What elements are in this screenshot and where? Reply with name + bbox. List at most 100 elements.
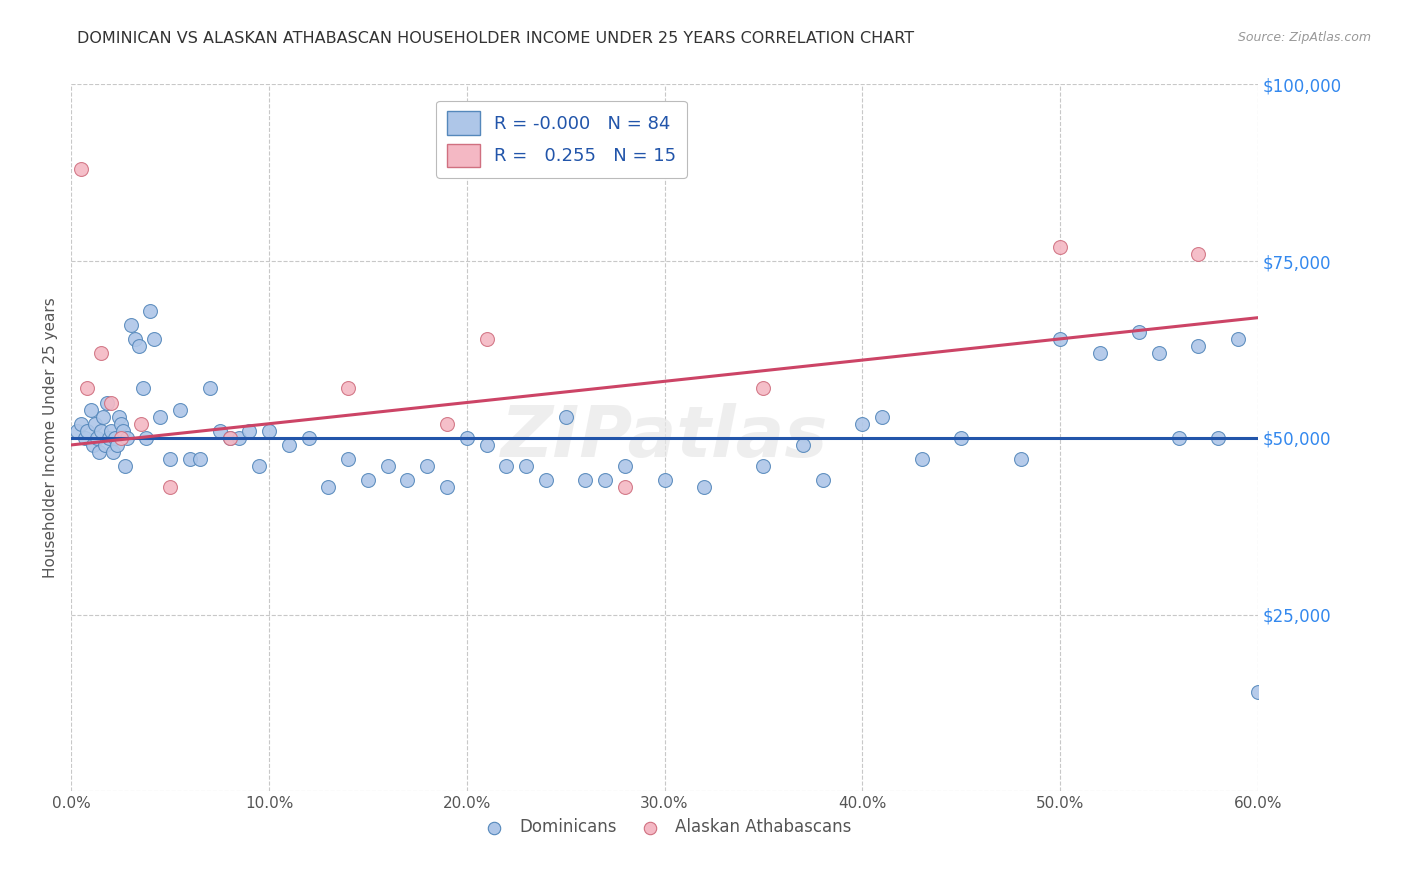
Point: [100, 395, 122, 409]
Y-axis label: Householder Income Under 25 years: Householder Income Under 25 years: [44, 297, 58, 578]
Point: [198, 381, 221, 395]
Point: [416, 459, 439, 474]
Point: [70, 162, 93, 177]
Point: [1247, 685, 1270, 699]
Point: [107, 409, 129, 424]
Point: [1049, 240, 1071, 254]
Point: [129, 417, 152, 431]
Point: [870, 409, 893, 424]
Point: [1128, 325, 1150, 339]
Point: [143, 332, 166, 346]
Point: [131, 381, 153, 395]
Point: [76, 424, 98, 438]
Point: [1187, 247, 1209, 261]
Point: [111, 424, 134, 438]
Point: [90, 346, 112, 360]
Point: [75, 431, 97, 445]
Point: [159, 452, 181, 467]
Point: [135, 431, 157, 445]
Point: [120, 318, 142, 332]
Text: DOMINICAN VS ALASKAN ATHABASCAN HOUSEHOLDER INCOME UNDER 25 YEARS CORRELATION CH: DOMINICAN VS ALASKAN ATHABASCAN HOUSEHOL…: [77, 31, 914, 46]
Point: [436, 417, 458, 431]
Legend: Dominicans, Alaskan Athabascans: Dominicans, Alaskan Athabascans: [471, 812, 858, 843]
Point: [97, 431, 120, 445]
Point: [1167, 431, 1189, 445]
Point: [238, 424, 260, 438]
Point: [1088, 346, 1111, 360]
Point: [1267, 325, 1289, 339]
Point: [396, 473, 419, 487]
Text: Source: ZipAtlas.com: Source: ZipAtlas.com: [1237, 31, 1371, 45]
Point: [693, 480, 716, 494]
Point: [228, 431, 250, 445]
Point: [1346, 431, 1368, 445]
Point: [515, 459, 537, 474]
Point: [1286, 431, 1309, 445]
Text: ZIPatlas: ZIPatlas: [501, 403, 828, 473]
Point: [87, 445, 110, 459]
Point: [318, 480, 340, 494]
Point: [208, 424, 231, 438]
Point: [1306, 445, 1329, 459]
Point: [593, 473, 616, 487]
Point: [277, 438, 299, 452]
Point: [218, 431, 240, 445]
Point: [614, 480, 637, 494]
Point: [101, 445, 124, 459]
Point: [257, 424, 280, 438]
Point: [188, 452, 211, 467]
Point: [115, 431, 138, 445]
Point: [654, 473, 676, 487]
Point: [84, 417, 107, 431]
Point: [950, 431, 973, 445]
Point: [247, 459, 270, 474]
Point: [128, 339, 150, 353]
Point: [614, 459, 637, 474]
Point: [1049, 332, 1071, 346]
Point: [475, 438, 498, 452]
Point: [1147, 346, 1170, 360]
Point: [105, 438, 128, 452]
Point: [94, 438, 117, 452]
Point: [96, 395, 118, 409]
Point: [377, 459, 399, 474]
Point: [1227, 332, 1250, 346]
Point: [91, 409, 114, 424]
Point: [851, 417, 873, 431]
Point: [1010, 452, 1032, 467]
Point: [70, 417, 93, 431]
Point: [534, 473, 557, 487]
Point: [792, 438, 814, 452]
Point: [752, 459, 775, 474]
Point: [104, 431, 127, 445]
Point: [110, 431, 132, 445]
Point: [811, 473, 834, 487]
Point: [124, 332, 146, 346]
Point: [297, 431, 319, 445]
Point: [337, 381, 360, 395]
Point: [139, 303, 162, 318]
Point: [218, 431, 240, 445]
Point: [82, 438, 104, 452]
Point: [66, 424, 89, 438]
Point: [1206, 431, 1229, 445]
Point: [149, 409, 172, 424]
Point: [100, 424, 122, 438]
Point: [179, 452, 201, 467]
Point: [1187, 339, 1209, 353]
Point: [86, 431, 108, 445]
Point: [554, 409, 576, 424]
Point: [357, 473, 380, 487]
Point: [169, 402, 191, 417]
Point: [752, 381, 775, 395]
Point: [159, 480, 181, 494]
Point: [495, 459, 517, 474]
Point: [76, 381, 98, 395]
Point: [436, 480, 458, 494]
Point: [574, 473, 596, 487]
Point: [475, 332, 498, 346]
Point: [910, 452, 932, 467]
Point: [114, 459, 136, 474]
Point: [110, 417, 132, 431]
Point: [1326, 728, 1348, 742]
